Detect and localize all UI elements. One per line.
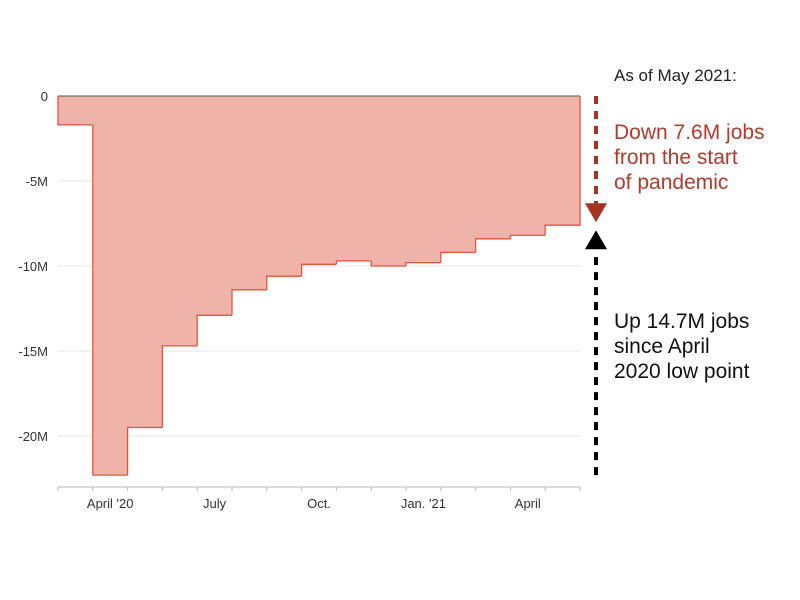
x-tick-label: April xyxy=(515,496,541,511)
annotation-heading: As of May 2021: xyxy=(614,66,737,85)
annotation-down-line: from the start xyxy=(614,146,738,169)
annotation-down-line: of pandemic xyxy=(614,171,729,194)
series-step xyxy=(440,251,476,263)
arrow-up-icon xyxy=(585,230,607,250)
x-tick-label: Oct. xyxy=(307,496,331,511)
plot-area xyxy=(57,95,581,476)
series-step xyxy=(196,314,232,346)
series-step xyxy=(405,261,441,266)
annotation-down-line: Down 7.6M jobs xyxy=(614,121,765,144)
series-step xyxy=(231,289,267,316)
area-fill xyxy=(58,96,580,476)
x-tick-label: Jan. '21 xyxy=(401,496,446,511)
annotation-up-text: Up 14.7M jobs since April 2020 low point xyxy=(614,309,749,384)
x-axis-ticks: April '20 July Oct. Jan. '21 April xyxy=(57,487,581,511)
annotation-up-line: since April xyxy=(614,335,710,358)
annotation-arrows xyxy=(585,96,607,476)
series-step xyxy=(161,345,198,428)
series-step xyxy=(335,260,372,265)
arrow-down-icon xyxy=(585,203,607,223)
series-step xyxy=(509,234,546,239)
annotation-up-line: Up 14.7M jobs xyxy=(614,310,750,333)
y-tick-label: -5M xyxy=(26,174,48,189)
series-step xyxy=(370,260,406,267)
y-tick-label: 0 xyxy=(41,89,48,104)
series-step xyxy=(544,96,581,236)
x-tick-label: July xyxy=(203,496,227,511)
annotation-up-line: 2020 low point xyxy=(614,360,750,383)
series-step xyxy=(300,263,337,277)
series-step xyxy=(266,275,302,290)
y-axis-ticks: 0 -5M -10M -15M -20M xyxy=(18,89,48,444)
series-step xyxy=(92,124,128,476)
y-tick-label: -15M xyxy=(18,344,48,359)
series-step xyxy=(57,96,93,126)
series-step xyxy=(126,426,163,476)
annotation-down-text: Down 7.6M jobs from the start of pandemi… xyxy=(614,120,765,195)
y-tick-label: -10M xyxy=(18,259,48,274)
y-tick-label: -20M xyxy=(18,429,48,444)
x-tick-label: April '20 xyxy=(87,496,134,511)
series-step xyxy=(474,238,511,253)
